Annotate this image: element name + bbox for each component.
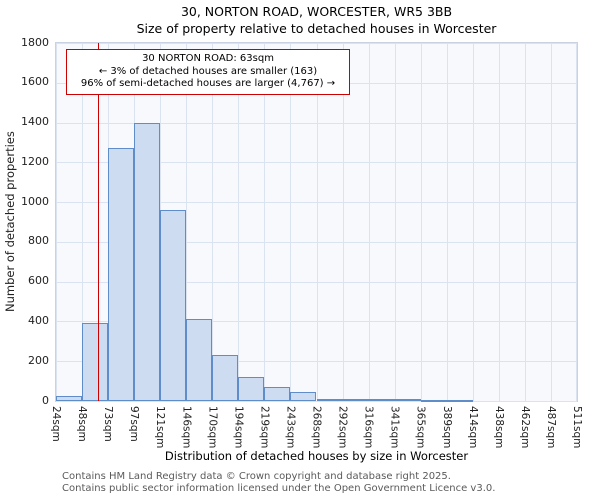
chart-subtitle: Size of property relative to detached ho… — [136, 21, 497, 36]
x-tick-label: 243sqm — [284, 406, 297, 449]
histogram-bar — [420, 400, 447, 402]
x-tick-label: 73sqm — [102, 406, 115, 442]
grid-line-vertical — [82, 43, 84, 401]
histogram-bar — [446, 400, 473, 403]
histogram-bar — [212, 355, 239, 401]
grid-line-vertical — [472, 43, 474, 401]
x-tick-label: 438sqm — [492, 406, 505, 449]
x-tick-label: 511sqm — [571, 406, 583, 449]
histogram-bar — [316, 398, 343, 401]
x-tick-label: 268sqm — [310, 406, 323, 449]
footer: Contains HM Land Registry data © Crown c… — [62, 471, 495, 494]
y-tick-label: 800 — [28, 234, 49, 248]
annotation-line1: 30 NORTON ROAD: 63sqm — [142, 53, 274, 64]
histogram-bar — [134, 122, 161, 401]
y-tick-label: 1200 — [21, 154, 49, 168]
histogram-bar — [368, 399, 395, 401]
y-tick-label: 0 — [42, 393, 49, 407]
y-tick-label: 600 — [28, 274, 49, 288]
y-tick-label: 400 — [28, 313, 49, 327]
grid-line-vertical — [56, 43, 57, 401]
grid-line-vertical — [524, 43, 526, 401]
x-tick-label: 121sqm — [154, 406, 167, 449]
grid-line-vertical — [212, 43, 214, 401]
grid-line-vertical — [316, 43, 318, 401]
grid-line-vertical — [186, 43, 188, 401]
y-tick-label: 200 — [28, 353, 49, 367]
grid-line-vertical — [550, 43, 552, 401]
histogram-bar — [394, 399, 421, 402]
histogram-bar — [56, 396, 83, 401]
grid-line-vertical — [264, 43, 266, 401]
footer-line1: Contains HM Land Registry data © Crown c… — [62, 471, 451, 482]
y-tick-label: 1800 — [21, 35, 49, 49]
plot-area: 30 NORTON ROAD: 63sqm ← 3% of detached h… — [55, 42, 578, 403]
y-tick-label: 1400 — [21, 115, 49, 129]
histogram-bar — [264, 387, 291, 401]
footer-line2: Contains public sector information licen… — [62, 482, 496, 494]
grid-line-vertical — [290, 43, 292, 401]
y-tick-label: 1600 — [21, 75, 49, 89]
chart-title: 30, NORTON ROAD, WORCESTER, WR5 3BB — [180, 4, 453, 19]
grid-line-vertical — [342, 43, 344, 401]
x-tick-label: 487sqm — [544, 406, 557, 449]
x-tick-label: 316sqm — [362, 406, 375, 449]
x-tick-label: 194sqm — [232, 406, 245, 449]
x-tick-label: 389sqm — [440, 406, 453, 449]
x-tick-label: 292sqm — [336, 406, 349, 449]
x-tick-label: 219sqm — [258, 406, 271, 449]
y-axis-title: Number of detached properties — [3, 131, 17, 313]
histogram-bar — [186, 319, 213, 401]
grid-line-vertical — [446, 43, 448, 401]
x-tick-label: 365sqm — [414, 406, 427, 449]
x-tick-label: 341sqm — [388, 406, 401, 449]
histogram-bar — [290, 392, 317, 401]
grid-line-horizontal — [56, 401, 577, 402]
histogram-bar — [108, 148, 135, 401]
grid-line-vertical — [238, 43, 240, 401]
grid-line-vertical — [576, 43, 577, 401]
grid-line-vertical — [420, 43, 422, 401]
annotation-box: 30 NORTON ROAD: 63sqm ← 3% of detached h… — [66, 49, 350, 95]
histogram-bar — [82, 323, 109, 401]
y-tick-label: 1000 — [21, 194, 49, 208]
histogram-bar — [342, 399, 369, 401]
x-tick-label: 414sqm — [466, 406, 479, 449]
grid-line-vertical — [394, 43, 396, 401]
annotation-line3: 96% of semi-detached houses are larger (… — [80, 78, 336, 89]
x-tick-label: 24sqm — [50, 406, 62, 442]
x-axis-title: Distribution of detached houses by size … — [164, 449, 469, 463]
histogram-bar — [160, 210, 187, 401]
x-tick-label: 48sqm — [76, 406, 89, 442]
x-tick-label: 170sqm — [206, 406, 219, 449]
x-tick-label: 146sqm — [180, 406, 193, 449]
x-tick-label: 462sqm — [518, 406, 531, 449]
property-size-marker-line — [97, 43, 100, 401]
x-tick-label: 97sqm — [128, 406, 141, 442]
grid-line-vertical — [368, 43, 370, 401]
grid-line-vertical — [498, 43, 500, 401]
histogram-bar — [238, 377, 265, 401]
annotation-line2: ← 3% of detached houses are smaller (163… — [98, 65, 318, 77]
